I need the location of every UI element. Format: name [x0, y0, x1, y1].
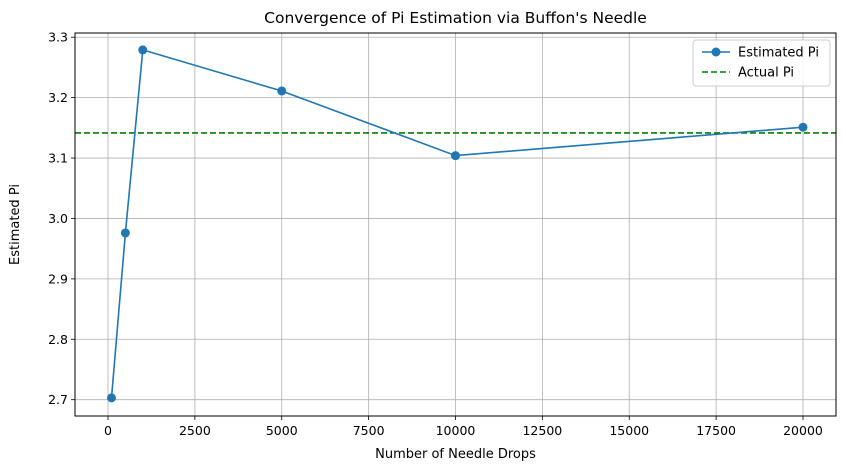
- x-tick-label: 17500: [696, 423, 736, 438]
- legend: Estimated Pi Actual Pi: [692, 39, 831, 87]
- data-point: [106, 393, 116, 403]
- y-axis-ticks: 2.7 2.8 2.9 3.0 3.1 3.2 3.3: [48, 30, 75, 407]
- data-point: [277, 86, 287, 96]
- y-tick-label: 3.2: [48, 90, 68, 105]
- legend-entry-estimated-pi: Estimated Pi: [738, 46, 819, 61]
- x-tick-label: 0: [104, 423, 112, 438]
- grid: [75, 33, 836, 416]
- x-tick-label: 20000: [783, 423, 823, 438]
- x-tick-label: 2500: [179, 423, 211, 438]
- x-tick-label: 5000: [266, 423, 298, 438]
- y-tick-label: 3.1: [48, 151, 68, 166]
- data-point: [138, 45, 148, 55]
- x-tick-label: 10000: [436, 423, 476, 438]
- x-axis-label: Number of Needle Drops: [375, 447, 536, 462]
- x-tick-label: 7500: [353, 423, 385, 438]
- series-line-estimated-pi: [110, 48, 804, 398]
- y-tick-label: 2.9: [48, 271, 68, 286]
- chart-title: Convergence of Pi Estimation via Buffon'…: [264, 9, 647, 27]
- y-axis-label: Estimated Pi: [8, 184, 23, 265]
- x-tick-label: 12500: [522, 423, 562, 438]
- data-point: [798, 122, 808, 132]
- data-point: [451, 151, 460, 161]
- y-tick-label: 3.3: [48, 30, 68, 45]
- x-axis-ticks: 0 2500 5000 7500 10000 12500 15000 17500 20000: [104, 416, 823, 438]
- data-point: [120, 228, 130, 238]
- legend-entry-actual-pi: Actual Pi: [738, 66, 794, 81]
- y-tick-label: 3.0: [48, 211, 68, 226]
- x-tick-label: 15000: [609, 423, 649, 438]
- y-tick-label: 2.8: [48, 332, 68, 347]
- y-tick-label: 2.7: [48, 392, 68, 407]
- series-group: [106, 45, 808, 403]
- legend-marker-estimated-pi: [711, 47, 721, 57]
